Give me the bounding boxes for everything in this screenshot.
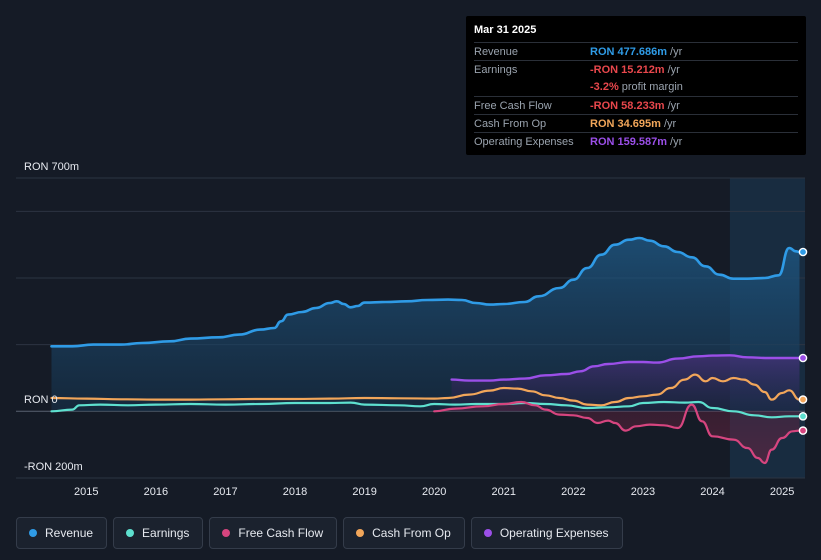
x-tick-label: 2024 <box>700 486 724 498</box>
series-end-markers <box>798 247 808 435</box>
legend-item-cash-from-op[interactable]: Cash From Op <box>343 517 465 549</box>
tooltip-value: RON 34.695m <box>590 117 661 130</box>
x-tick-label: 2019 <box>352 486 376 498</box>
free-cash-flow-line <box>433 400 801 465</box>
x-tick-label: 2015 <box>74 486 98 498</box>
tooltip-value: RON 159.587m <box>590 136 668 149</box>
x-tick-label: 2021 <box>492 486 516 498</box>
revenue-line <box>50 236 801 348</box>
x-tick-label: 2023 <box>631 486 655 498</box>
tooltip-label: Earnings <box>474 63 518 76</box>
legend-label: Earnings <box>142 526 190 540</box>
tooltip-label: Revenue <box>474 45 519 58</box>
series-areas <box>51 238 800 463</box>
tooltip-row-cfo: Cash From Op RON 34.695m /yr <box>474 114 798 132</box>
tooltip-unit: /yr <box>663 117 677 130</box>
x-tick-label: 2018 <box>283 486 307 498</box>
x-tick-label: 2022 <box>561 486 585 498</box>
earnings-line <box>50 400 801 419</box>
earnings-end-point <box>798 411 808 421</box>
tooltip: Mar 31 2025 Revenue RON 477.686m /yr Ear… <box>466 16 806 155</box>
legend-label: Free Cash Flow <box>238 526 324 540</box>
tooltip-value: -3.2% <box>590 81 619 94</box>
x-tick-label: 2020 <box>422 486 446 498</box>
tooltip-label: Free Cash Flow <box>474 99 552 112</box>
legend-label: Cash From Op <box>372 526 451 540</box>
operating-expenses-end-point <box>798 353 808 363</box>
tooltip-row-earnings: Earnings -RON 15.212m /yr <box>474 60 798 78</box>
tooltip-label: Cash From Op <box>474 117 547 130</box>
tooltip-date: Mar 31 2025 <box>474 24 537 36</box>
series-lines <box>50 236 801 465</box>
tooltip-value: -RON 15.212m <box>590 63 665 76</box>
operating-expenses-area <box>451 355 800 412</box>
operating-expenses-dot-icon <box>483 529 492 537</box>
revenue-end-point <box>798 247 808 257</box>
x-axis-ticks: 2015 2016 2017 2018 2019 2020 2021 2022 2023 2024… <box>74 486 794 498</box>
free-cash-flow-area <box>434 402 800 463</box>
y-label-top: RON 700m <box>24 161 79 173</box>
tooltip-row-fcf: Free Cash Flow -RON 58.233m /yr <box>474 95 798 114</box>
tooltip-value: -RON 58.233m <box>590 99 665 112</box>
legend-item-earnings[interactable]: Earnings <box>113 517 204 549</box>
y-axis-labels: RON 700m RON 0 -RON 200m <box>24 161 83 473</box>
cash-from-op-end-point <box>798 395 808 404</box>
free-cash-flow-dot-icon <box>222 529 231 537</box>
x-tick-label: 2016 <box>144 486 168 498</box>
tooltip-unit: /yr <box>670 136 683 149</box>
cash-from-op-line <box>50 373 801 407</box>
tooltip-label: Operating Expenses <box>474 136 574 149</box>
y-label-bottom: -RON 200m <box>24 461 83 473</box>
tooltip-unit: /yr <box>670 45 683 58</box>
tooltip-unit: profit margin <box>621 81 683 94</box>
revenue-dot-icon <box>29 529 37 537</box>
legend-item-revenue[interactable]: Revenue <box>16 517 108 549</box>
tooltip-row-revenue: Revenue RON 477.686m /yr <box>474 42 798 60</box>
tooltip-row-opex: Operating Expenses RON 159.587m /yr <box>474 132 798 150</box>
legend: Revenue Earnings Free Cash Flow Cash Fro… <box>16 517 623 549</box>
tooltip-value: RON 477.686m <box>590 45 668 58</box>
y-label-zero: RON 0 <box>24 394 58 406</box>
tooltip-unit: /yr <box>667 63 680 76</box>
free-cash-flow-end-point <box>798 426 808 435</box>
tooltip-row-margin: -3.2% profit margin <box>474 79 798 96</box>
legend-label: Revenue <box>45 526 94 540</box>
x-tick-label: 2017 <box>213 486 237 498</box>
legend-item-free-cash-flow[interactable]: Free Cash Flow <box>209 517 338 549</box>
financial-chart: RON 700m RON 0 -RON 200m 2015 2016 2017 201… <box>16 161 808 498</box>
x-tick-label: 2025 <box>770 486 794 498</box>
operating-expenses-line <box>450 354 801 382</box>
legend-item-operating-expenses[interactable]: Operating Expenses <box>470 517 623 549</box>
cash-from-op-dot-icon <box>356 529 365 537</box>
legend-label: Operating Expenses <box>499 526 609 540</box>
tooltip-unit: /yr <box>667 99 680 112</box>
earnings-dot-icon <box>126 529 135 537</box>
